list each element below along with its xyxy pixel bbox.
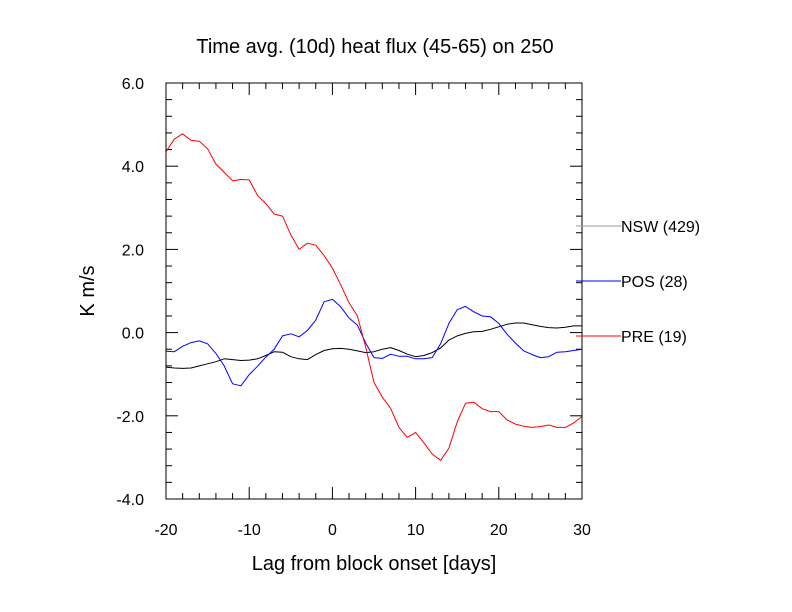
series-line-pos bbox=[165, 298, 583, 387]
x-tick-label: 20 bbox=[490, 522, 508, 539]
y-tick-label: 2.0 bbox=[122, 242, 144, 259]
x-tick-label: 10 bbox=[407, 522, 425, 539]
tick-labels: -20 -10 0 10 20 30 -4.0 -2.0 0.0 2.0 4.0 6.0 bbox=[116, 76, 591, 539]
x-tick-label: -10 bbox=[238, 522, 261, 539]
axis-ticks bbox=[165, 82, 583, 500]
legend-label-pos: POS (28) bbox=[621, 274, 688, 291]
plot-frame bbox=[165, 82, 583, 500]
x-tick-label: -20 bbox=[154, 522, 177, 539]
y-tick-label: -2.0 bbox=[116, 409, 144, 426]
x-axis-label: Lag from block onset [days] bbox=[252, 553, 497, 575]
chart-title: Time avg. (10d) heat flux (45-65) on 250 bbox=[196, 36, 553, 58]
y-tick-label: 6.0 bbox=[122, 76, 144, 93]
legend-label-nsw: NSW (429) bbox=[621, 219, 700, 236]
y-tick-label: 4.0 bbox=[122, 159, 144, 176]
series-line-pre bbox=[165, 133, 583, 461]
y-axis-label: K m/s bbox=[77, 265, 99, 316]
y-tick-label: 0.0 bbox=[122, 326, 144, 343]
y-tick-label: -4.0 bbox=[116, 492, 144, 509]
series-line-nsw bbox=[165, 322, 582, 369]
x-tick-label: 30 bbox=[573, 522, 591, 539]
x-tick-label: 0 bbox=[328, 522, 337, 539]
series-lines bbox=[165, 133, 583, 461]
legend: NSW (429) POS (28) PRE (19) bbox=[576, 219, 700, 346]
legend-label-pre: PRE (19) bbox=[621, 329, 687, 346]
